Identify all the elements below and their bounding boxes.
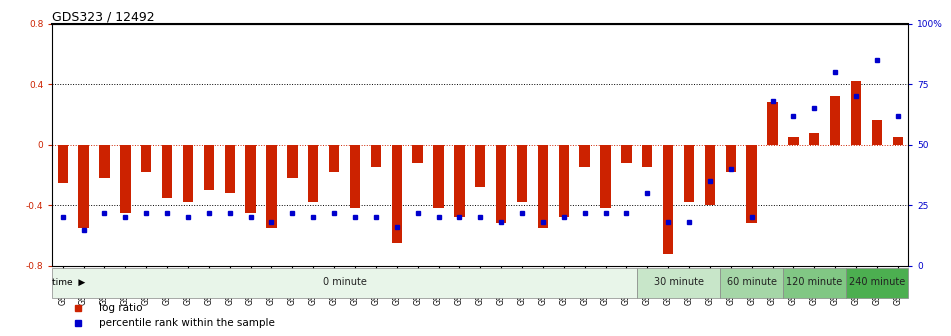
Bar <box>788 137 799 145</box>
Bar <box>141 145 151 172</box>
Bar <box>705 145 715 205</box>
Bar <box>120 145 130 213</box>
Bar <box>830 96 841 145</box>
Bar <box>516 145 527 202</box>
Text: time  ▶: time ▶ <box>52 278 86 287</box>
Text: 120 minute: 120 minute <box>786 277 843 287</box>
Bar <box>413 145 423 163</box>
Bar <box>642 145 652 167</box>
Bar <box>204 145 214 190</box>
Bar <box>600 145 611 208</box>
Bar <box>99 145 109 178</box>
Text: percentile rank within the sample: percentile rank within the sample <box>100 318 275 328</box>
Bar <box>455 145 465 217</box>
Bar <box>621 145 631 163</box>
Bar <box>329 145 340 172</box>
Bar <box>579 145 590 167</box>
Bar <box>893 137 903 145</box>
Text: 0 minute: 0 minute <box>322 277 366 287</box>
Bar <box>266 145 277 228</box>
Bar <box>245 145 256 213</box>
Bar <box>783 268 845 298</box>
Bar <box>663 145 673 254</box>
Bar <box>720 268 783 298</box>
Bar <box>767 102 778 145</box>
Bar <box>558 145 569 217</box>
Bar <box>726 145 736 172</box>
Bar <box>57 145 68 182</box>
Bar <box>476 145 485 187</box>
Text: 240 minute: 240 minute <box>848 277 905 287</box>
Bar <box>392 145 402 243</box>
Bar <box>434 145 444 208</box>
Bar <box>162 145 172 198</box>
Bar <box>183 145 193 202</box>
Bar <box>350 145 360 208</box>
Text: 30 minute: 30 minute <box>653 277 704 287</box>
Bar <box>845 268 908 298</box>
Bar <box>851 81 862 145</box>
Bar <box>872 121 883 145</box>
Text: log ratio: log ratio <box>100 303 143 313</box>
Bar <box>537 145 548 228</box>
Bar <box>684 145 694 202</box>
Bar <box>747 145 757 223</box>
Bar <box>637 268 720 298</box>
Bar <box>78 145 88 228</box>
Bar <box>287 145 298 178</box>
Bar <box>224 145 235 193</box>
Text: GDS323 / 12492: GDS323 / 12492 <box>52 10 155 24</box>
Bar <box>371 145 381 167</box>
Text: 60 minute: 60 minute <box>727 277 777 287</box>
Bar <box>809 133 820 145</box>
Bar <box>52 268 637 298</box>
Bar <box>308 145 319 202</box>
Bar <box>495 145 506 223</box>
